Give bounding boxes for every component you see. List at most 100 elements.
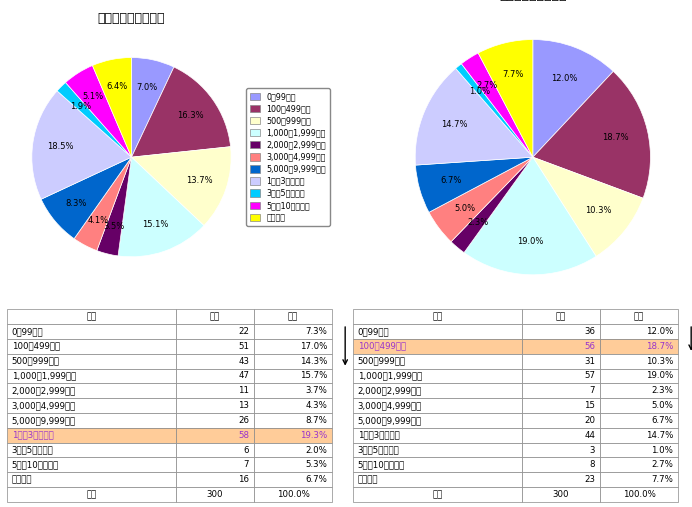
- Text: 11: 11: [238, 386, 249, 395]
- Bar: [353, 339, 522, 354]
- Bar: [353, 354, 522, 369]
- Bar: [7, 428, 176, 443]
- Text: 1.0%: 1.0%: [651, 446, 673, 455]
- Bar: [522, 443, 600, 457]
- Bar: [353, 457, 522, 473]
- Text: 19.3%: 19.3%: [300, 431, 327, 440]
- Bar: [522, 383, 600, 398]
- Bar: [176, 309, 254, 324]
- Text: 6.7%: 6.7%: [305, 475, 327, 484]
- Bar: [176, 413, 254, 428]
- Bar: [353, 369, 522, 383]
- Text: 1.0%: 1.0%: [468, 87, 490, 96]
- Text: 6: 6: [244, 446, 249, 455]
- Text: 3: 3: [590, 446, 595, 455]
- Text: 47: 47: [238, 372, 249, 380]
- Text: 3.7%: 3.7%: [305, 386, 327, 395]
- Bar: [176, 487, 254, 502]
- Bar: [522, 324, 600, 339]
- Text: 約54%: 約54%: [365, 341, 392, 351]
- Text: 1億〜3億円未満: 1億〜3億円未満: [12, 431, 53, 440]
- Wedge shape: [429, 157, 533, 242]
- Text: 人数: 人数: [210, 312, 220, 321]
- Bar: [353, 383, 522, 398]
- Text: 0〜99万円: 0〜99万円: [358, 327, 390, 336]
- Bar: [600, 413, 678, 428]
- Text: 8: 8: [590, 460, 595, 469]
- Text: 5.1%: 5.1%: [82, 92, 104, 101]
- Bar: [600, 383, 678, 398]
- Text: 1億〜3億円未満: 1億〜3億円未満: [358, 431, 399, 440]
- Bar: [522, 354, 600, 369]
- Wedge shape: [415, 68, 533, 165]
- Wedge shape: [57, 83, 131, 157]
- Wedge shape: [451, 157, 533, 252]
- Wedge shape: [533, 157, 643, 257]
- Text: 43: 43: [238, 356, 249, 366]
- Text: 人数: 人数: [556, 312, 566, 321]
- Text: 合計: 合計: [86, 490, 97, 499]
- Bar: [176, 354, 254, 369]
- Text: 13: 13: [238, 401, 249, 410]
- Bar: [600, 457, 678, 473]
- Text: 2.3%: 2.3%: [651, 386, 673, 395]
- Bar: [7, 309, 176, 324]
- Wedge shape: [66, 65, 131, 157]
- Text: 10.3%: 10.3%: [585, 206, 612, 215]
- Text: 7.3%: 7.3%: [305, 327, 327, 336]
- Text: 56: 56: [584, 342, 595, 351]
- Bar: [522, 473, 600, 487]
- Bar: [353, 309, 522, 324]
- Bar: [254, 339, 332, 354]
- Bar: [254, 383, 332, 398]
- Text: 500〜999万円: 500〜999万円: [12, 356, 60, 366]
- Bar: [522, 309, 600, 324]
- Text: 合計: 合計: [432, 490, 443, 499]
- Text: 10.3%: 10.3%: [646, 356, 673, 366]
- Text: 26: 26: [238, 416, 249, 425]
- Text: 3億〜5億円未満: 3億〜5億円未満: [12, 446, 53, 455]
- Text: 100.0%: 100.0%: [623, 490, 655, 499]
- Bar: [7, 473, 176, 487]
- Text: 金額: 金額: [86, 312, 97, 321]
- Bar: [600, 428, 678, 443]
- Text: 12.0%: 12.0%: [551, 74, 577, 83]
- Text: 2,000〜2,999万円: 2,000〜2,999万円: [12, 386, 76, 395]
- Text: 5.0%: 5.0%: [455, 204, 475, 212]
- Text: 割合: 割合: [288, 312, 298, 321]
- Text: 金額: 金額: [432, 312, 443, 321]
- Bar: [522, 339, 600, 354]
- Bar: [176, 369, 254, 383]
- Text: 3億〜5億円未満: 3億〜5億円未満: [358, 446, 399, 455]
- Text: 6.7%: 6.7%: [651, 416, 673, 425]
- Text: 0〜99万円: 0〜99万円: [12, 327, 44, 336]
- Bar: [7, 383, 176, 398]
- Text: 100.0%: 100.0%: [277, 490, 309, 499]
- Text: 1.9%: 1.9%: [71, 102, 91, 111]
- Bar: [254, 428, 332, 443]
- Text: 2.7%: 2.7%: [651, 460, 673, 469]
- Text: 7: 7: [590, 386, 595, 395]
- Bar: [176, 324, 254, 339]
- Title: 妻が思う自分の値段: 妻が思う自分の値段: [499, 0, 567, 2]
- Wedge shape: [131, 67, 230, 157]
- Bar: [7, 443, 176, 457]
- Wedge shape: [93, 57, 131, 157]
- Bar: [353, 487, 522, 502]
- Bar: [600, 324, 678, 339]
- Bar: [7, 369, 176, 383]
- Bar: [7, 413, 176, 428]
- Bar: [7, 324, 176, 339]
- Wedge shape: [32, 91, 131, 199]
- Text: 2.7%: 2.7%: [477, 81, 498, 90]
- Bar: [522, 369, 600, 383]
- Text: 31: 31: [584, 356, 595, 366]
- Text: 57: 57: [584, 372, 595, 380]
- Text: 4.3%: 4.3%: [305, 401, 327, 410]
- Bar: [600, 369, 678, 383]
- Bar: [353, 398, 522, 413]
- Wedge shape: [415, 157, 533, 212]
- Text: 500〜999万円: 500〜999万円: [358, 356, 406, 366]
- Wedge shape: [118, 157, 204, 257]
- Text: 22: 22: [238, 327, 249, 336]
